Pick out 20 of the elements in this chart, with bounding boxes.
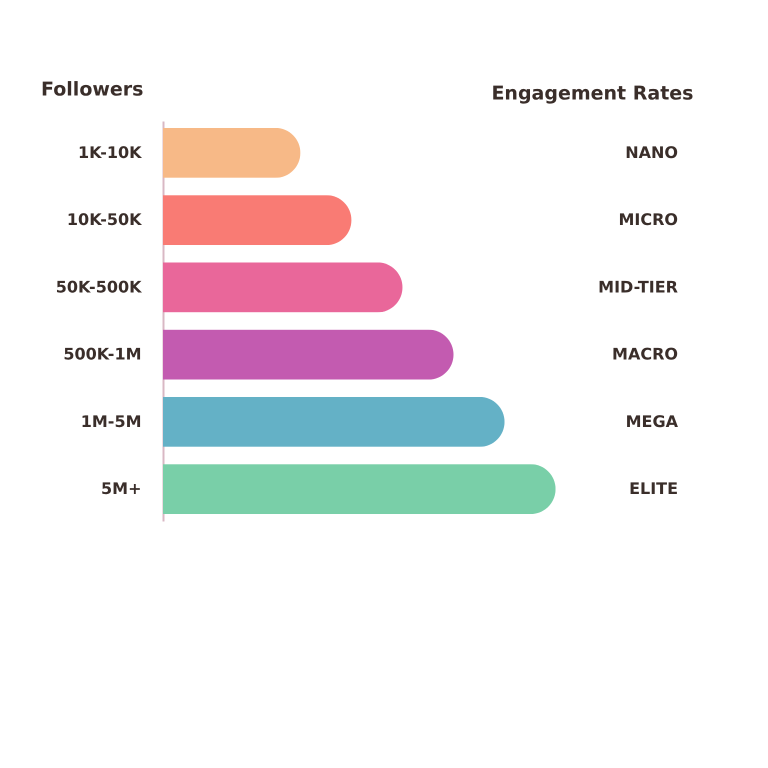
text: ELITE bbox=[629, 479, 678, 498]
y-tick-label: 1M-5M bbox=[80, 412, 142, 431]
text: MICRO bbox=[618, 210, 678, 230]
bar bbox=[163, 396, 505, 447]
y-tick-label: 50K-500K bbox=[56, 277, 142, 296]
text: MACRO bbox=[612, 344, 678, 364]
bar bbox=[163, 262, 402, 312]
text: MID-TIER bbox=[598, 277, 678, 296]
bar bbox=[163, 464, 556, 514]
y-tick-label: 1K-10K bbox=[78, 142, 142, 162]
bar bbox=[163, 330, 454, 380]
y-axis-title: Followers bbox=[41, 78, 144, 100]
text: MEGA bbox=[626, 412, 679, 431]
text: NANO bbox=[625, 142, 678, 162]
x-axis-title: Engagement Rates bbox=[491, 82, 694, 104]
bar bbox=[163, 128, 300, 178]
bar bbox=[163, 195, 352, 246]
y-tick-label: 5M+ bbox=[101, 479, 142, 498]
y-tick-label: 10K-50K bbox=[66, 210, 142, 230]
y-tick-label: 500K-1M bbox=[63, 344, 142, 364]
